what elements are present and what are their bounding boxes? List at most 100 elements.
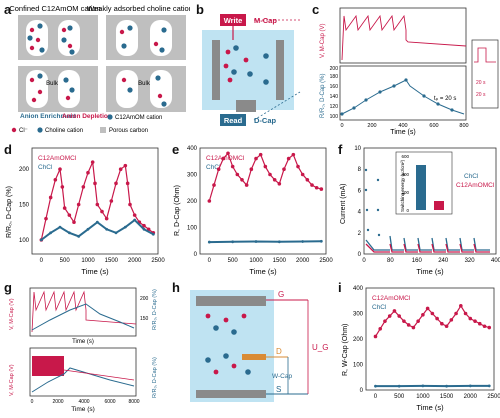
panel-d-chart: R/R₀, D-Cap (%) Time (s) C12AmOMCl ChCl … (0, 140, 165, 278)
svg-d-point (133, 213, 137, 217)
svg-i-point (454, 312, 458, 316)
svg-e-point (254, 157, 258, 161)
svg-d-xtick: 500 (60, 258, 71, 264)
c-ytick-0: 100 (330, 114, 339, 120)
i-ylabel: R, W-Cap (Ohm) (342, 324, 349, 376)
svg-i-xtick: 0 (374, 394, 378, 400)
h-s: S (276, 385, 281, 394)
svg-d-point (82, 185, 86, 189)
f-leg2: C12AmOMCl (456, 182, 495, 189)
svg-e-point (268, 173, 272, 177)
svg-e-ytick: 400 (187, 146, 198, 152)
svg-i-point (468, 317, 472, 321)
c-ytick-2: 140 (330, 94, 339, 100)
f-ytick: 10 (354, 146, 361, 152)
f-ylabel: Current (mA) (340, 184, 347, 224)
c-xtick-2: 400 (398, 123, 407, 129)
svg-e-point (278, 240, 281, 243)
svg-d-point (61, 185, 65, 189)
svg-e-point (273, 178, 277, 182)
a-bulk2: Bulk (138, 81, 151, 87)
svg-e-point (264, 165, 268, 169)
svg-i-point (483, 324, 487, 328)
a-legend-choline: Choline cation (45, 128, 83, 134)
c-xtick-3: 600 (429, 123, 438, 129)
f-ytick: 4 (358, 210, 362, 216)
f-ytick: 2 (358, 231, 362, 237)
svg-d-point (49, 231, 52, 234)
svg-i-point (469, 385, 472, 388)
panel-label-c: c (312, 2, 319, 17)
svg-d-point (126, 182, 130, 186)
svg-i-point (374, 335, 378, 339)
svg-d-point (96, 221, 99, 224)
g-ylabel-bot: V, M-Cap (V) (9, 364, 15, 396)
svg-i-point (450, 318, 454, 322)
panel-g-chart: V, M-Cap (V) R/R₀, D-Cap (%) 200 150 Tim… (0, 280, 165, 413)
svg-d-xtick: 0 (40, 258, 44, 264)
svg-i-series-0 (375, 306, 489, 337)
i-leg2: ChCl (372, 304, 387, 311)
svg-e-point (259, 153, 263, 157)
svg-d-point (96, 203, 100, 207)
svg-i-point (459, 304, 463, 308)
svg-i-point (478, 322, 482, 326)
svg-e-point (301, 240, 304, 243)
svg-d-point (133, 219, 136, 222)
f-chcl-spikes (365, 169, 380, 236)
svg-d-point (124, 164, 128, 168)
svg-d-point (68, 231, 71, 234)
svg-e-ytick: 100 (187, 226, 198, 232)
svg-d-point (119, 167, 123, 171)
f-xtick: 400 (491, 258, 500, 264)
svg-i-ytick: 400 (353, 286, 364, 292)
svg-i-point (488, 385, 491, 388)
f-inset-ytick: 200 (401, 190, 409, 195)
c-xtick-1: 200 (367, 123, 376, 129)
svg-e-point (212, 183, 216, 187)
panel-a: a Confined C12AmOM cation Weakly adsorbe… (0, 0, 190, 138)
svg-e-point (292, 153, 296, 157)
g-xtick-b0: 0 (31, 399, 34, 405)
svg-d-point (77, 235, 80, 238)
svg-i-point (398, 385, 401, 388)
h-d: D (276, 347, 282, 356)
svg-d-point (72, 220, 76, 224)
svg-d-point (49, 196, 53, 200)
g-xlabel-bot: Time (s) (71, 406, 95, 413)
a-legend-cl: Cl⁻ (19, 128, 28, 134)
c-ytick-1: 120 (330, 104, 339, 110)
g-ylabel-bot-r: R/R₀, D-Cap (%) (152, 357, 158, 398)
c-inset-a: 20 s (476, 80, 486, 86)
svg-d-xtick: 1500 (105, 258, 119, 264)
svg-i-point (412, 326, 416, 330)
c-ytick-3: 160 (330, 84, 339, 90)
svg-e-point (315, 186, 319, 190)
b-dcap: D-Cap (254, 116, 277, 125)
svg-i-point (407, 323, 411, 327)
g-ytick-r-top-0: 200 (140, 296, 149, 302)
f-inset-bar-1 (434, 201, 444, 210)
svg-d-point (105, 228, 108, 231)
svg-e-point (240, 178, 244, 182)
svg-e-point (226, 152, 230, 156)
g-xtick-b1: 2000 (52, 399, 63, 405)
panel-d: d R/R₀, D-Cap (%) Time (s) C12AmOMCl ChC… (0, 140, 165, 278)
svg-e-series-1 (209, 241, 321, 242)
svg-d-point (68, 213, 72, 217)
svg-e-point (236, 173, 240, 177)
g-xtick-b3: 6000 (104, 399, 115, 405)
g-dense-write-block (32, 356, 64, 376)
panel-i: i R, W-Cap (Ohm) Time (s) C12AmOMCl ChCl… (336, 280, 500, 413)
svg-d-point (93, 182, 97, 186)
svg-d-ytick: 150 (19, 203, 30, 209)
panel-i-chart: R, W-Cap (Ohm) Time (s) C12AmOMCl ChCl 0… (336, 280, 500, 413)
f-inset-ytick: 400 (401, 172, 409, 177)
svg-i-xtick: 2500 (487, 394, 500, 400)
f-ytick: 8 (358, 167, 362, 173)
svg-i-xtick: 500 (394, 394, 405, 400)
panel-f-chart: Current (mA) Time (s) ChCl C12AmOMCl Swi… (336, 140, 500, 278)
svg-e-point (250, 167, 254, 171)
f-ytick: 0 (358, 252, 362, 258)
svg-e-point (278, 182, 282, 186)
